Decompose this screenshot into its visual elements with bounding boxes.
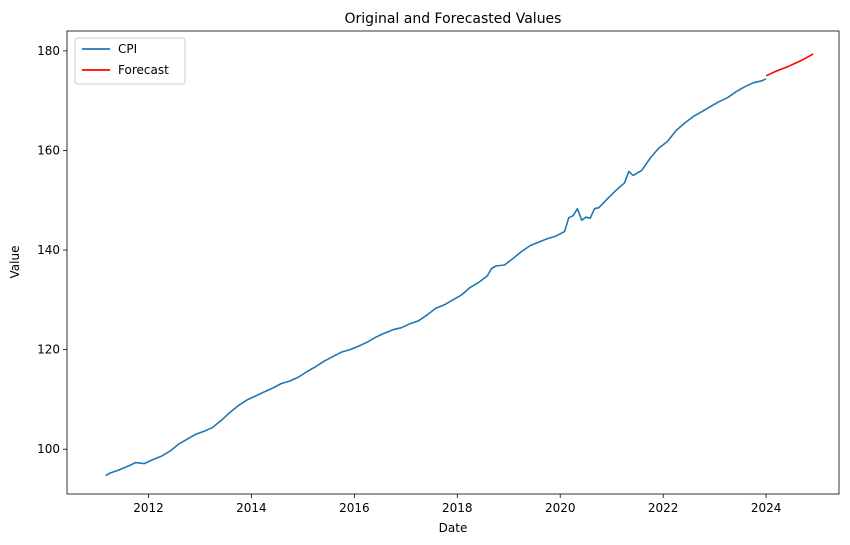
y-tick-label: 120: [37, 343, 60, 357]
x-tick-label: 2024: [751, 501, 782, 515]
legend: CPI Forecast: [74, 37, 186, 85]
x-tick-label: 2022: [648, 501, 679, 515]
x-tick-label: 2020: [545, 501, 576, 515]
y-axis-title: Value: [8, 246, 22, 279]
x-tick-label: 2016: [339, 501, 370, 515]
x-tick-label: 2012: [133, 501, 164, 515]
x-tick-label: 2018: [442, 501, 473, 515]
x-axis-title: Date: [439, 521, 468, 535]
legend-label-forecast: Forecast: [118, 63, 169, 77]
axis-ticks: 2012 2014 2016 2018 2020 2022 2024 100 120 140 160…: [37, 44, 781, 515]
plot-frame: [66, 30, 840, 495]
plot-area: [105, 53, 814, 477]
series-line-cpi: [105, 78, 767, 477]
y-tick-label: 140: [37, 243, 60, 257]
y-tick-label: 160: [37, 143, 60, 157]
chart-title: Original and Forecasted Values: [345, 11, 562, 27]
y-tick-label: 100: [37, 442, 60, 456]
x-tick-label: 2014: [236, 501, 267, 515]
series-line-forecast: [765, 53, 814, 77]
y-tick-label: 180: [37, 44, 60, 58]
legend-label-cpi: CPI: [118, 42, 137, 56]
